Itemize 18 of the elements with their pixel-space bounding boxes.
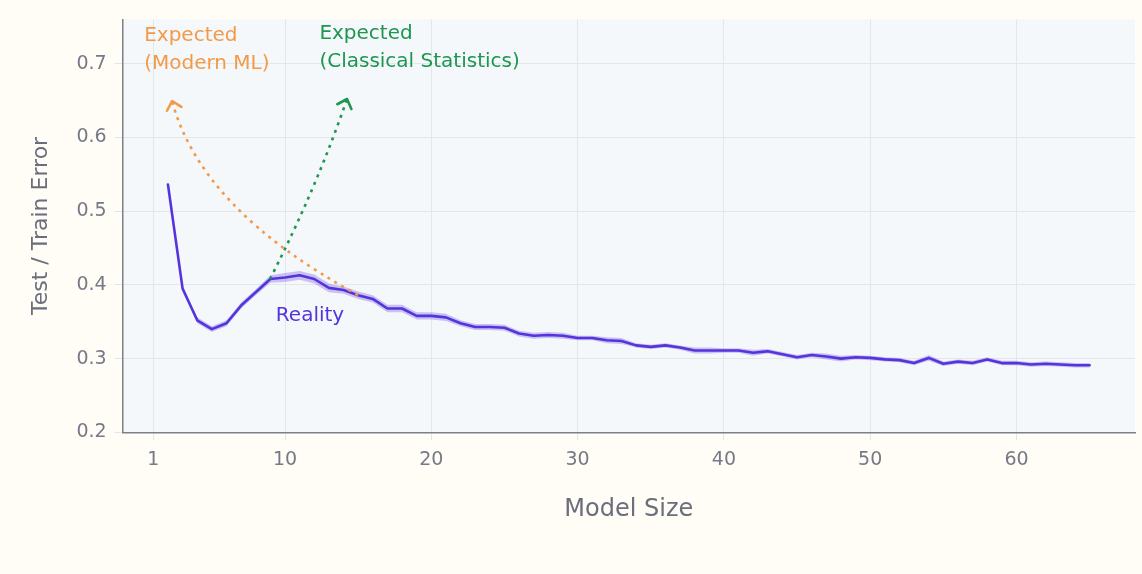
y-tick-label: 0.6 (76, 124, 107, 147)
y-tick-label: 0.3 (76, 345, 107, 368)
x-tick-label: 30 (565, 446, 590, 469)
annotation: Expected (Classical Statistics) (319, 20, 520, 72)
y-axis-title: Test / Train Error (26, 135, 52, 316)
y-tick-label: 0.5 (76, 198, 107, 221)
x-tick-label: 40 (711, 446, 736, 469)
y-tick-label: 0.2 (76, 419, 107, 442)
annotation: Expected (Modern ML) (144, 22, 270, 75)
x-tick-label: 50 (858, 446, 883, 469)
y-tick-label: 0.7 (76, 50, 107, 73)
x-axis-title: Model Size (564, 493, 694, 522)
x-tick-label: 60 (1004, 446, 1029, 469)
x-tick-label: 20 (419, 446, 444, 469)
x-tick-label: 10 (272, 446, 298, 469)
y-tick-label: 0.4 (76, 271, 107, 294)
x-tick-label: 1 (147, 446, 160, 469)
series-label: Reality (275, 301, 345, 326)
